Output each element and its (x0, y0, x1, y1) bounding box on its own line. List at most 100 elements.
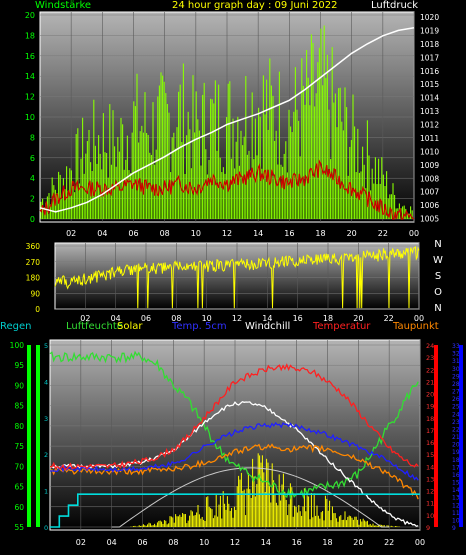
wind-x-tick-label: 12 (222, 229, 232, 238)
pressure-y-tick-label: 1016 (420, 67, 439, 76)
wind-y-tick-label: 10 (25, 113, 35, 122)
humidity-y-tick-label: 100 (10, 341, 25, 350)
wind-x-tick-label: 14 (253, 229, 263, 238)
temperature-y-tick-label: 10 (426, 512, 434, 520)
rain-line (50, 493, 420, 528)
wind-y-tick-label: 2 (30, 195, 35, 204)
direction-x-tick-label: 22 (384, 314, 394, 323)
rain-y-tick-label: 0 (44, 524, 48, 532)
temperature-y-tick-label: 12 (426, 488, 434, 496)
pressure-y-tick-label: 1010 (420, 147, 439, 156)
solar-y-tick-label: 20 (452, 442, 460, 449)
humidity-y-tick-label: 95 (14, 361, 24, 370)
pressure-y-tick-label: 1005 (420, 215, 439, 224)
wind-y-tick-label: 12 (25, 93, 35, 102)
wind-axis-title: Windstärke (35, 0, 92, 11)
pressure-y-tick-label: 1015 (420, 80, 439, 89)
temperature-y-tick-label: 9 (426, 524, 430, 532)
solar-y-tick-label: 32 (452, 351, 460, 358)
rain-y-tick-label: 3 (44, 415, 48, 423)
solar-axis-bar (459, 345, 463, 527)
rain-y-tick-label: 2 (44, 451, 48, 459)
pressure-y-tick-label: 1014 (420, 94, 439, 103)
solar-y-tick-label: 31 (452, 358, 460, 365)
humidity-y-tick-label: 80 (14, 422, 24, 431)
temperature-y-tick-label: 20 (426, 391, 434, 399)
solar-y-tick-label: 19 (452, 449, 460, 456)
solar-y-tick-label: 21 (452, 434, 460, 441)
wind-x-tick-label: 06 (128, 229, 138, 238)
pressure-y-tick-label: 1019 (420, 26, 439, 35)
legend-rain: Regen (0, 321, 32, 332)
wind-y-tick-label: 6 (30, 154, 35, 163)
windchill-line (49, 400, 419, 527)
solar-y-tick-label: 22 (452, 426, 460, 433)
temperature-y-tick-label: 21 (426, 378, 434, 386)
soil-temp-line (49, 421, 419, 481)
climate-x-tick-label: 14 (261, 538, 271, 547)
legend-windchill: Windchill (245, 321, 291, 332)
wind-y-tick-label: 0 (30, 215, 35, 224)
solar-y-tick-label: 9 (452, 525, 456, 532)
legend-solar: Solar (117, 321, 143, 332)
pressure-axis-title: Luftdruck (371, 0, 419, 11)
climate-x-tick-label: 00 (415, 538, 425, 547)
temperature-y-tick-label: 17 (426, 427, 434, 435)
humidity-y-tick-label: 55 (14, 523, 24, 532)
pressure-y-tick-label: 1018 (420, 40, 439, 49)
climate-x-tick-label: 06 (137, 538, 147, 547)
wind-x-tick-label: 08 (160, 229, 170, 238)
direction-x-tick-label: 02 (80, 314, 90, 323)
wind-x-tick-label: 10 (191, 229, 201, 238)
solar-y-tick-label: 11 (452, 510, 460, 517)
solar-y-tick-label: 18 (452, 457, 460, 464)
compass-label-s: S (435, 271, 441, 282)
humidity-line (49, 350, 419, 500)
wind-direction-line (54, 245, 420, 309)
wind-x-tick-label: 04 (97, 229, 107, 238)
solar-y-tick-label: 15 (452, 480, 460, 487)
rain-y-tick-label: 1 (44, 488, 48, 496)
direction-x-tick-label: 04 (111, 314, 121, 323)
humidity-y-tick-label: 60 (14, 503, 24, 512)
chart-title: 24 hour graph day : 09 Juni 2022 (172, 0, 338, 11)
climate-x-tick-label: 02 (76, 538, 86, 547)
direction-x-tick-label: 08 (171, 314, 181, 323)
wind-x-tick-label: 18 (315, 229, 325, 238)
solar-y-tick-label: 28 (452, 381, 460, 388)
temperature-y-tick-label: 23 (426, 354, 434, 362)
direction-x-tick-label: 12 (232, 314, 242, 323)
temperature-y-tick-label: 15 (426, 451, 434, 459)
temperature-y-tick-label: 22 (426, 366, 434, 374)
climate-x-tick-label: 16 (292, 538, 302, 547)
direction-y-tick-label: 90 (30, 289, 40, 298)
solar-y-tick-label: 29 (452, 373, 460, 380)
wind-x-tick-label: 20 (347, 229, 357, 238)
dewpoint-line (49, 443, 419, 500)
pressure-y-tick-label: 1011 (420, 134, 439, 143)
legend-humidity: Luftfeuchte (66, 321, 123, 332)
legend-dewpoint: Taupunkt (393, 321, 439, 332)
wind-x-tick-label: 02 (66, 229, 76, 238)
direction-x-tick-label: 16 (293, 314, 303, 323)
temperature-axis-bar (434, 345, 438, 527)
pressure-y-tick-label: 1017 (420, 53, 439, 62)
direction-x-tick-label: 06 (141, 314, 151, 323)
wind-x-tick-label: 22 (378, 229, 388, 238)
pressure-y-tick-label: 1009 (420, 161, 439, 170)
humidity-y-tick-label: 70 (14, 462, 24, 471)
solar-theoretical-line (111, 467, 390, 528)
wind-y-tick-label: 16 (25, 52, 35, 61)
solar-y-tick-label: 33 (452, 343, 460, 350)
solar-y-tick-label: 23 (452, 419, 460, 426)
rain-axis-bar (36, 345, 40, 527)
direction-y-tick-label: 270 (26, 258, 41, 267)
direction-y-tick-label: 180 (26, 274, 41, 283)
solar-y-tick-label: 25 (452, 404, 460, 411)
pressure-y-tick-label: 1007 (420, 188, 439, 197)
temperature-y-tick-label: 24 (426, 342, 434, 350)
solar-y-tick-label: 27 (452, 389, 460, 396)
wind-x-tick-label: 00 (409, 229, 419, 238)
compass-label-w: W (433, 255, 443, 266)
